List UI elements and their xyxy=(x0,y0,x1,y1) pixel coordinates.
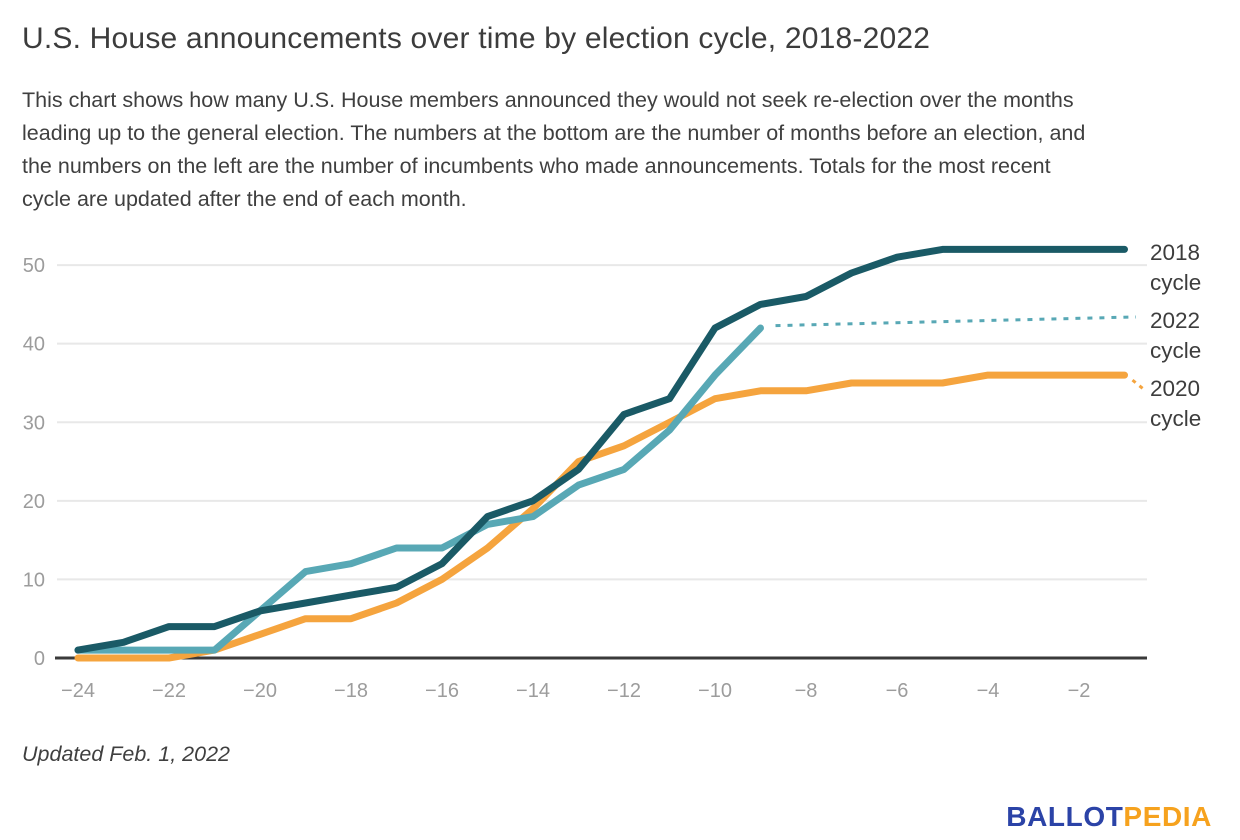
series-label-year: 2018 xyxy=(1150,240,1201,265)
x-tick-label: −4 xyxy=(977,680,1000,702)
series-label-2022-cycle: 2022 cycle xyxy=(1150,306,1201,366)
x-tick-label: −12 xyxy=(607,680,641,702)
series-label-year: 2022 xyxy=(1150,308,1201,333)
x-tick-label: −24 xyxy=(61,680,95,702)
y-tick-label: 10 xyxy=(23,569,45,591)
y-tick-label: 50 xyxy=(23,255,45,277)
chart-description: This chart shows how many U.S. House mem… xyxy=(22,84,1085,216)
chart-description-line: This chart shows how many U.S. House mem… xyxy=(22,88,1074,112)
series-projection-dashed-2022 xyxy=(775,315,1137,328)
chart-title: U.S. House announcements over time by el… xyxy=(22,22,931,55)
series-line-2018 xyxy=(74,245,1128,654)
series-line-2020 xyxy=(74,371,1128,662)
series-label-2020-cycle: 2020 cycle xyxy=(1150,374,1201,434)
y-tick-label: 0 xyxy=(34,648,45,670)
x-tick-label: −14 xyxy=(516,680,550,702)
chart-description-line: the numbers on the left are the number o… xyxy=(22,154,1051,178)
series-label-word: cycle xyxy=(1150,270,1202,295)
x-tick-label: −20 xyxy=(243,680,277,702)
x-tick-label: −18 xyxy=(334,680,368,702)
x-tick-label: −16 xyxy=(425,680,459,702)
logo-ballot-text: BALLOT xyxy=(1006,801,1124,832)
x-tick-label: −8 xyxy=(795,680,818,702)
x-tick-label: −10 xyxy=(698,680,732,702)
updated-date: Updated Feb. 1, 2022 xyxy=(22,742,230,766)
y-tick-label: 40 xyxy=(23,334,45,356)
x-tick-label: −2 xyxy=(1068,680,1091,702)
x-tick-label: −6 xyxy=(886,680,909,702)
x-tick-label: −22 xyxy=(152,680,186,702)
chart-description-line: leading up to the general election. The … xyxy=(22,121,1086,145)
chart-description-line: cycle are updated after the end of each … xyxy=(22,187,467,211)
series-label-2018-cycle: 2018 cycle xyxy=(1150,238,1201,298)
series-label-word: cycle xyxy=(1150,338,1202,363)
series-label-year: 2020 xyxy=(1150,376,1201,401)
y-tick-label: 20 xyxy=(23,491,45,513)
ballotpedia-logo: BALLOTPEDIA xyxy=(1006,801,1212,833)
series-label-word: cycle xyxy=(1150,406,1202,431)
series-line-2022 xyxy=(74,324,764,654)
series-label-leader-2020 xyxy=(1131,378,1145,391)
y-tick-label: 30 xyxy=(23,412,45,434)
logo-pedia-text: PEDIA xyxy=(1123,801,1212,832)
